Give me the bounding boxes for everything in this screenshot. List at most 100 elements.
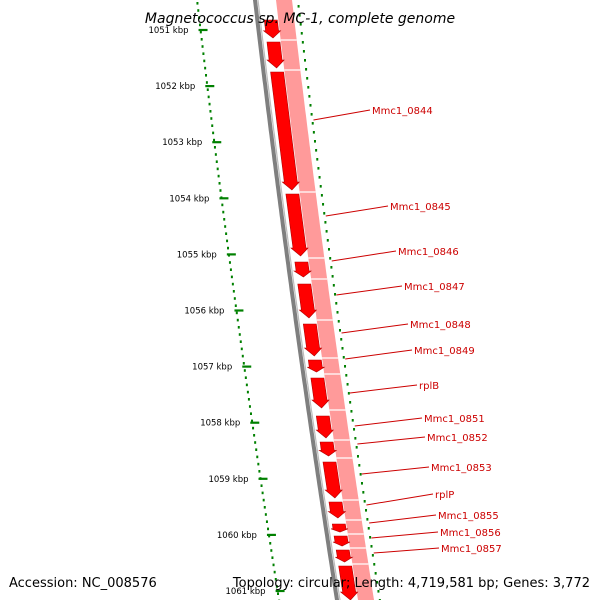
- feature-dot: [302, 50, 305, 53]
- gene-layer: [262, 19, 369, 600]
- gene-arrow: [310, 377, 330, 409]
- gene-label: Mmc1_0847: [404, 282, 465, 293]
- feature-dot: [373, 563, 376, 566]
- tick-label: 1061 kbp: [226, 587, 266, 597]
- scale-dot: [205, 81, 208, 84]
- scale-dot: [207, 95, 210, 99]
- gene-track-shade: [276, 0, 374, 600]
- scale-dot: [235, 311, 238, 315]
- scale-dot: [222, 210, 225, 214]
- scale-dot: [240, 347, 243, 351]
- gene-arrow: [327, 501, 347, 519]
- gene-arrow: [318, 441, 338, 457]
- tick-label: 1054 kbp: [169, 194, 209, 204]
- feature-dot: [319, 185, 322, 188]
- feature-dot: [317, 167, 320, 170]
- feature-dot: [358, 464, 361, 467]
- feature-dot: [307, 86, 310, 89]
- gene-leader-line: [371, 531, 439, 539]
- scale-dot: [275, 585, 278, 588]
- backbone-shadow: [257, 0, 341, 600]
- track-layer: [252, 0, 381, 600]
- scale-dot: [223, 218, 226, 221]
- gene-arrow: [338, 565, 359, 600]
- gene-arrow: [266, 41, 285, 69]
- gene-label: rplP: [435, 490, 454, 501]
- scale-dot: [263, 506, 266, 509]
- tick-label: 1051 kbp: [148, 26, 188, 36]
- scale-dot: [228, 261, 231, 264]
- gene-arrow: [335, 549, 354, 563]
- scale-dot: [236, 318, 239, 322]
- feature-dot: [341, 347, 344, 350]
- feature-dot: [303, 59, 306, 62]
- gene-label: Mmc1_0856: [440, 528, 501, 539]
- backbone-line: [252, 0, 340, 600]
- feature-dot: [355, 446, 358, 449]
- scale-dot: [230, 275, 233, 279]
- feature-dot: [362, 491, 365, 494]
- feature-dot: [297, 5, 300, 8]
- scale-dot: [216, 167, 219, 171]
- scale-dot: [208, 102, 211, 106]
- feature-dot: [323, 212, 326, 215]
- accession-text: Accession: NC_008576: [9, 576, 157, 591]
- feature-dot: [350, 410, 353, 413]
- scale-dot: [224, 225, 227, 228]
- feature-dot: [299, 23, 302, 26]
- feature-dot: [344, 365, 347, 368]
- scale-dot: [238, 333, 241, 336]
- gene-leader-line: [354, 417, 423, 427]
- gene-label: Mmc1_0848: [410, 320, 471, 331]
- feature-dot: [311, 122, 314, 125]
- gene-leader-line: [331, 250, 397, 262]
- feature-dot: [359, 473, 362, 476]
- gene-arrow: [262, 19, 282, 39]
- gene-leader-line: [325, 205, 389, 217]
- feature-dot: [329, 257, 332, 260]
- feature-dot: [324, 221, 327, 224]
- scale-dot: [232, 290, 235, 293]
- tick-label: 1052 kbp: [155, 82, 195, 92]
- scale-dot: [201, 45, 204, 48]
- scale-dot: [227, 246, 230, 250]
- feature-dot: [320, 194, 323, 197]
- gene-arrow: [297, 283, 318, 319]
- feature-dot: [365, 509, 368, 512]
- feature-dot: [308, 95, 311, 98]
- gene-arrow: [322, 461, 343, 499]
- scale-dot: [226, 239, 229, 243]
- feature-dot: [306, 77, 309, 80]
- gene-arrow: [315, 415, 334, 439]
- scale-dot: [264, 513, 267, 516]
- scale-dot: [203, 59, 206, 63]
- gene-leader-line: [336, 285, 403, 296]
- tick-label: 1053 kbp: [162, 138, 202, 148]
- tick-label: 1055 kbp: [177, 250, 217, 260]
- scale-dot: [237, 326, 240, 329]
- scale-dot: [272, 563, 275, 567]
- feature-dot: [351, 419, 354, 422]
- feature-dot: [363, 500, 366, 503]
- gene-leader-line: [349, 384, 418, 394]
- scale-dot: [197, 9, 200, 12]
- scale-dot: [206, 88, 209, 91]
- feature-dot: [366, 518, 369, 521]
- scale-dot: [246, 390, 249, 394]
- scale-dot: [205, 74, 208, 77]
- feature-dot: [369, 536, 372, 539]
- feature-dot: [337, 320, 340, 323]
- gene-label: Mmc1_0844: [372, 106, 433, 117]
- feature-dot: [346, 383, 349, 386]
- feature-dot: [313, 140, 316, 143]
- scale-dot: [200, 38, 203, 41]
- scale-dot: [274, 578, 277, 581]
- scale-dot: [210, 117, 213, 120]
- gene-leader-line: [366, 493, 434, 506]
- feature-dot: [309, 104, 312, 107]
- scale-dot: [277, 592, 280, 595]
- scale-dot: [211, 124, 214, 127]
- feature-dot: [300, 32, 303, 35]
- gene-arrow: [330, 523, 349, 533]
- gene-label: Mmc1_0851: [424, 414, 485, 425]
